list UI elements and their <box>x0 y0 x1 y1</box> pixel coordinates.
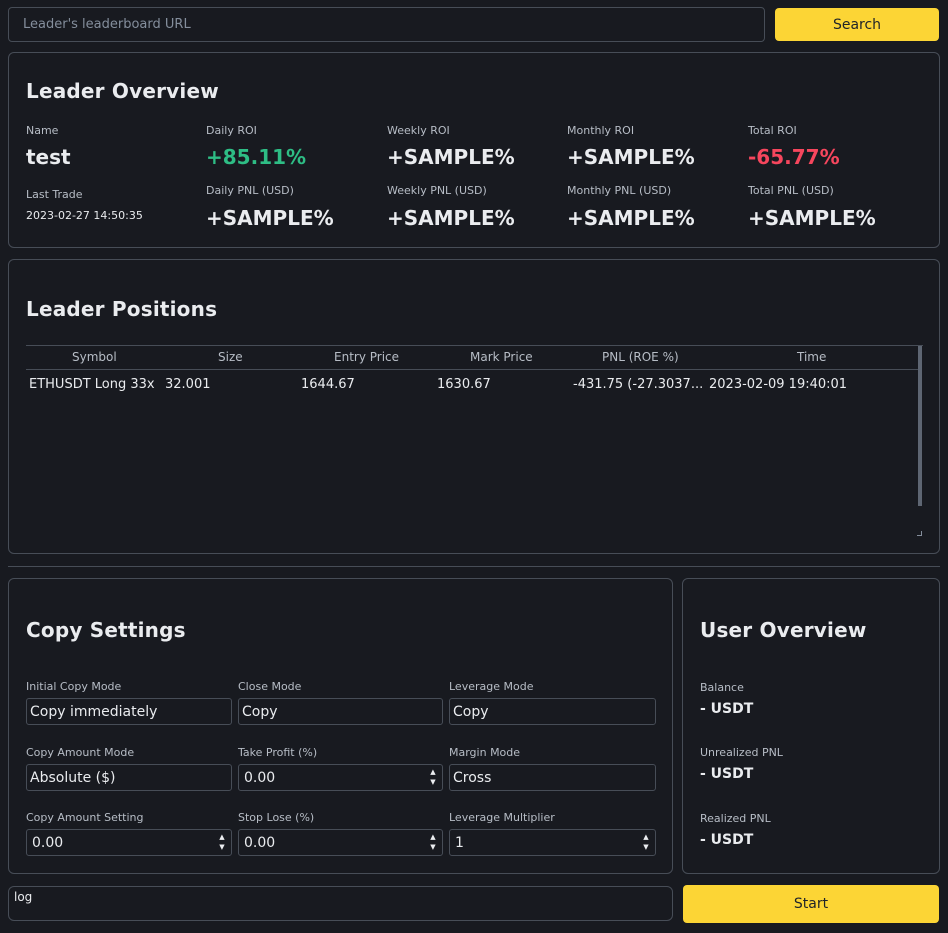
log-textarea[interactable]: log <box>8 886 673 921</box>
leader-overview-title: Leader Overview <box>26 79 219 103</box>
column-header-time[interactable]: Time <box>797 350 827 364</box>
total-pnl-label: Total PNL (USD) <box>748 184 834 197</box>
copy-amount-setting-label: Copy Amount Setting <box>26 811 144 824</box>
row-entry-price[interactable]: 1644.67 <box>301 377 355 392</box>
section-divider <box>8 566 940 567</box>
total-roi-label: Total ROI <box>748 124 797 137</box>
leverage-mode-value: Copy <box>453 703 489 720</box>
initial-copy-mode-select[interactable]: Copy immediately <box>26 698 232 725</box>
copy-settings-title: Copy Settings <box>26 618 186 642</box>
stop-lose-value: 0.00 <box>244 834 276 851</box>
column-header-symbol[interactable]: Symbol <box>72 350 117 364</box>
weekly-roi-label: Weekly ROI <box>387 124 450 137</box>
stop-lose-spinbox[interactable]: 0.00 ▲ ▼ <box>238 829 443 856</box>
user-overview-title: User Overview <box>700 618 867 642</box>
copy-amount-setting-value: 0.00 <box>32 834 64 851</box>
daily-pnl-label: Daily PNL (USD) <box>206 184 294 197</box>
column-header-size[interactable]: Size <box>218 350 243 364</box>
row-time[interactable]: 2023-02-09 19:40:01 <box>709 377 848 392</box>
last-trade-label: Last Trade <box>26 188 83 201</box>
monthly-pnl-value: +SAMPLE% <box>567 206 695 230</box>
spin-up-icon[interactable]: ▲ <box>430 833 436 841</box>
name-value: test <box>26 145 71 169</box>
table-scrollbar[interactable] <box>918 346 922 506</box>
leverage-multiplier-value: 1 <box>455 834 464 851</box>
margin-mode-label: Margin Mode <box>449 746 521 759</box>
leverage-multiplier-label: Leverage Multiplier <box>449 811 555 824</box>
take-profit-spinbox[interactable]: 0.00 ▲ ▼ <box>238 764 443 791</box>
copy-settings-panel: Copy Settings Initial Copy Mode Copy imm… <box>8 578 673 874</box>
close-mode-label: Close Mode <box>238 680 302 693</box>
initial-copy-mode-value: Copy immediately <box>30 703 158 720</box>
resize-grip-icon[interactable] <box>917 531 922 536</box>
total-pnl-value: +SAMPLE% <box>748 206 876 230</box>
leader-positions-title: Leader Positions <box>26 297 218 321</box>
log-text: log <box>14 890 33 904</box>
leader-positions-panel: Leader Positions Symbol Size Entry Price… <box>8 259 940 554</box>
row-mark-price[interactable]: 1630.67 <box>437 377 491 392</box>
name-label: Name <box>26 124 59 137</box>
daily-roi-value: +85.11% <box>206 145 307 169</box>
row-pnl[interactable]: -431.75 (-27.3037... <box>573 377 704 392</box>
unrealized-pnl-label: Unrealized PNL <box>700 746 783 759</box>
balance-label: Balance <box>700 681 744 694</box>
row-size[interactable]: 32.001 <box>165 377 211 392</box>
copy-amount-mode-value: Absolute ($) <box>30 769 116 786</box>
copy-amount-mode-label: Copy Amount Mode <box>26 746 135 759</box>
leaderboard-url-input[interactable] <box>8 7 765 42</box>
take-profit-label: Take Profit (%) <box>238 746 318 759</box>
start-button[interactable]: Start <box>683 885 939 923</box>
search-button[interactable]: Search <box>775 8 939 41</box>
spin-down-icon[interactable]: ▼ <box>430 778 436 786</box>
column-header-pnl[interactable]: PNL (ROE %) <box>602 350 679 364</box>
unrealized-pnl-value: - USDT <box>700 766 754 782</box>
realized-pnl-label: Realized PNL <box>700 812 771 825</box>
realized-pnl-value: - USDT <box>700 832 754 848</box>
leverage-mode-label: Leverage Mode <box>449 680 534 693</box>
initial-copy-mode-label: Initial Copy Mode <box>26 680 122 693</box>
user-overview-panel: User Overview Balance - USDT Unrealized … <box>682 578 940 874</box>
column-header-mark-price[interactable]: Mark Price <box>470 350 533 364</box>
close-mode-value: Copy <box>242 703 278 720</box>
take-profit-value: 0.00 <box>244 769 276 786</box>
positions-table[interactable]: Symbol Size Entry Price Mark Price PNL (… <box>26 345 923 536</box>
spin-down-icon[interactable]: ▼ <box>643 843 649 851</box>
copy-amount-setting-spinbox[interactable]: 0.00 ▲ ▼ <box>26 829 232 856</box>
last-trade-value: 2023-02-27 14:50:35 <box>26 209 143 222</box>
leverage-mode-select[interactable]: Copy <box>449 698 656 725</box>
spin-up-icon[interactable]: ▲ <box>430 768 436 776</box>
balance-value: - USDT <box>700 701 754 717</box>
spin-down-icon[interactable]: ▼ <box>219 843 225 851</box>
weekly-pnl-value: +SAMPLE% <box>387 206 515 230</box>
leverage-multiplier-spinbox[interactable]: 1 ▲ ▼ <box>449 829 656 856</box>
spin-down-icon[interactable]: ▼ <box>430 843 436 851</box>
monthly-roi-label: Monthly ROI <box>567 124 635 137</box>
close-mode-select[interactable]: Copy <box>238 698 443 725</box>
stop-lose-label: Stop Lose (%) <box>238 811 315 824</box>
weekly-pnl-label: Weekly PNL (USD) <box>387 184 487 197</box>
leader-overview-panel: Leader Overview Name test Last Trade 202… <box>8 52 940 248</box>
column-header-entry-price[interactable]: Entry Price <box>334 350 400 364</box>
header-divider <box>26 369 918 370</box>
row-symbol[interactable]: ETHUSDT Long 33x <box>29 377 155 392</box>
spin-up-icon[interactable]: ▲ <box>219 833 225 841</box>
spin-up-icon[interactable]: ▲ <box>643 833 649 841</box>
total-roi-value: -65.77% <box>748 145 840 169</box>
daily-pnl-value: +SAMPLE% <box>206 206 334 230</box>
monthly-roi-value: +SAMPLE% <box>567 145 695 169</box>
margin-mode-value: Cross <box>453 769 492 786</box>
monthly-pnl-label: Monthly PNL (USD) <box>567 184 672 197</box>
weekly-roi-value: +SAMPLE% <box>387 145 515 169</box>
daily-roi-label: Daily ROI <box>206 124 257 137</box>
copy-amount-mode-select[interactable]: Absolute ($) <box>26 764 232 791</box>
margin-mode-select[interactable]: Cross <box>449 764 656 791</box>
